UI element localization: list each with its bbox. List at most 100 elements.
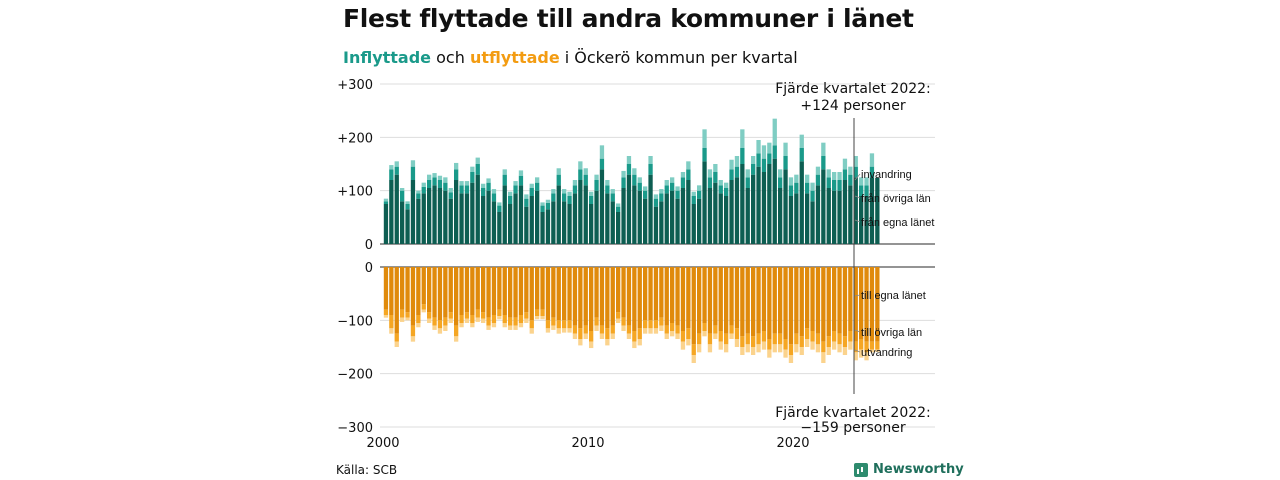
bar-in-2 — [724, 182, 729, 188]
bar-in-1 — [675, 190, 680, 199]
bar-out-2 — [869, 349, 875, 353]
annotation-in-line1: Fjärde kvartalet 2022: — [775, 81, 931, 97]
bar-out-0 — [756, 267, 761, 334]
bar-in-0 — [443, 190, 448, 244]
bar-in-1 — [772, 145, 777, 159]
bar-out-0 — [794, 267, 799, 334]
bar-in-2 — [810, 182, 815, 191]
bar-in-2 — [643, 186, 648, 191]
bar-out-0 — [670, 267, 675, 323]
bar-out-1 — [729, 325, 734, 334]
bar-in-2 — [486, 178, 491, 183]
bar-out-2 — [589, 341, 594, 349]
bar-out-0 — [783, 267, 788, 339]
bar-out-0 — [529, 267, 534, 321]
bar-out-2 — [572, 333, 578, 339]
bar-in-1 — [729, 169, 734, 180]
bar-out-2 — [837, 344, 842, 353]
bar-in-0 — [394, 174, 399, 244]
bar-in-0 — [842, 180, 848, 244]
bar-in-2 — [594, 174, 599, 180]
bar-out-0 — [734, 267, 740, 329]
bar-out-2 — [545, 328, 551, 333]
bar-in-1 — [826, 177, 831, 188]
bar-in-2 — [481, 183, 486, 188]
bar-in-0 — [859, 196, 864, 244]
bar-in-0 — [567, 204, 572, 244]
bar-in-1 — [621, 177, 626, 188]
bar-out-0 — [599, 267, 605, 326]
bar-out-2 — [594, 325, 599, 331]
bar-out-2 — [567, 328, 572, 333]
bar-in-1 — [745, 177, 750, 188]
bar-out-2 — [761, 341, 767, 350]
bar-in-1 — [648, 164, 653, 175]
bar-out-0 — [545, 267, 551, 321]
bar-out-0 — [464, 267, 470, 313]
bar-out-0 — [626, 267, 632, 326]
bar-out-1 — [491, 315, 497, 323]
bar-out-2 — [427, 318, 432, 323]
bar-in-0 — [799, 161, 804, 244]
bar-in-0 — [707, 188, 713, 244]
bar-in-2 — [713, 164, 718, 172]
bar-in-0 — [432, 185, 437, 244]
bar-out-1 — [842, 336, 848, 347]
bar-out-0 — [675, 267, 680, 326]
bar-out-0 — [437, 267, 443, 321]
bar-in-2 — [729, 159, 734, 170]
bar-in-1 — [778, 177, 783, 188]
bar-out-2 — [502, 323, 507, 328]
bar-out-1 — [864, 341, 869, 353]
bar-out-2 — [389, 328, 394, 334]
bar-in-2 — [848, 166, 853, 175]
bar-in-1 — [848, 174, 853, 186]
bar-out-2 — [616, 318, 621, 323]
bar-in-2 — [788, 177, 794, 186]
bar-out-1 — [405, 312, 410, 318]
bar-in-1 — [740, 148, 745, 164]
bar-out-2 — [734, 339, 740, 347]
bar-out-2 — [691, 355, 696, 363]
bar-out-0 — [718, 267, 723, 331]
bar-out-2 — [562, 328, 567, 333]
bar-in-1 — [691, 196, 696, 204]
bar-in-0 — [745, 188, 750, 244]
bar-in-1 — [702, 148, 707, 162]
bar-in-2 — [740, 129, 745, 148]
bar-out-0 — [810, 267, 815, 331]
bar-out-0 — [486, 267, 491, 318]
bar-in-1 — [605, 185, 610, 194]
bar-in-1 — [562, 193, 567, 202]
bar-out-2 — [713, 333, 718, 339]
bar-out-0 — [589, 267, 594, 331]
subtitle-utflyttade: utflyttade — [469, 48, 560, 67]
bar-out-0 — [551, 267, 556, 318]
bar-out-2 — [637, 339, 642, 346]
bar-in-2 — [761, 145, 767, 159]
bar-out-1 — [637, 328, 642, 339]
bar-in-1 — [643, 190, 648, 199]
bar-out-1 — [448, 312, 453, 319]
bar-in-1 — [653, 198, 659, 207]
bar-out-0 — [767, 267, 772, 339]
bar-out-1 — [821, 341, 826, 353]
bar-out-1 — [626, 325, 632, 334]
bar-out-2 — [783, 349, 788, 358]
bar-in-0 — [826, 188, 831, 244]
bar-in-2 — [427, 174, 432, 180]
bar-in-1 — [443, 182, 448, 191]
bar-in-2 — [562, 189, 567, 194]
bar-out-1 — [459, 315, 464, 323]
bar-out-2 — [670, 331, 675, 337]
bar-out-2 — [729, 333, 734, 339]
bar-out-1 — [605, 328, 610, 339]
subtitle-inflyttade: Inflyttade — [343, 48, 432, 67]
bar-in-1 — [610, 193, 615, 202]
bar-in-0 — [594, 190, 599, 244]
bar-out-1 — [832, 331, 837, 342]
bar-out-0 — [637, 267, 642, 329]
bar-out-2 — [626, 333, 632, 339]
bar-in-1 — [432, 177, 437, 186]
bar-in-0 — [664, 193, 669, 244]
